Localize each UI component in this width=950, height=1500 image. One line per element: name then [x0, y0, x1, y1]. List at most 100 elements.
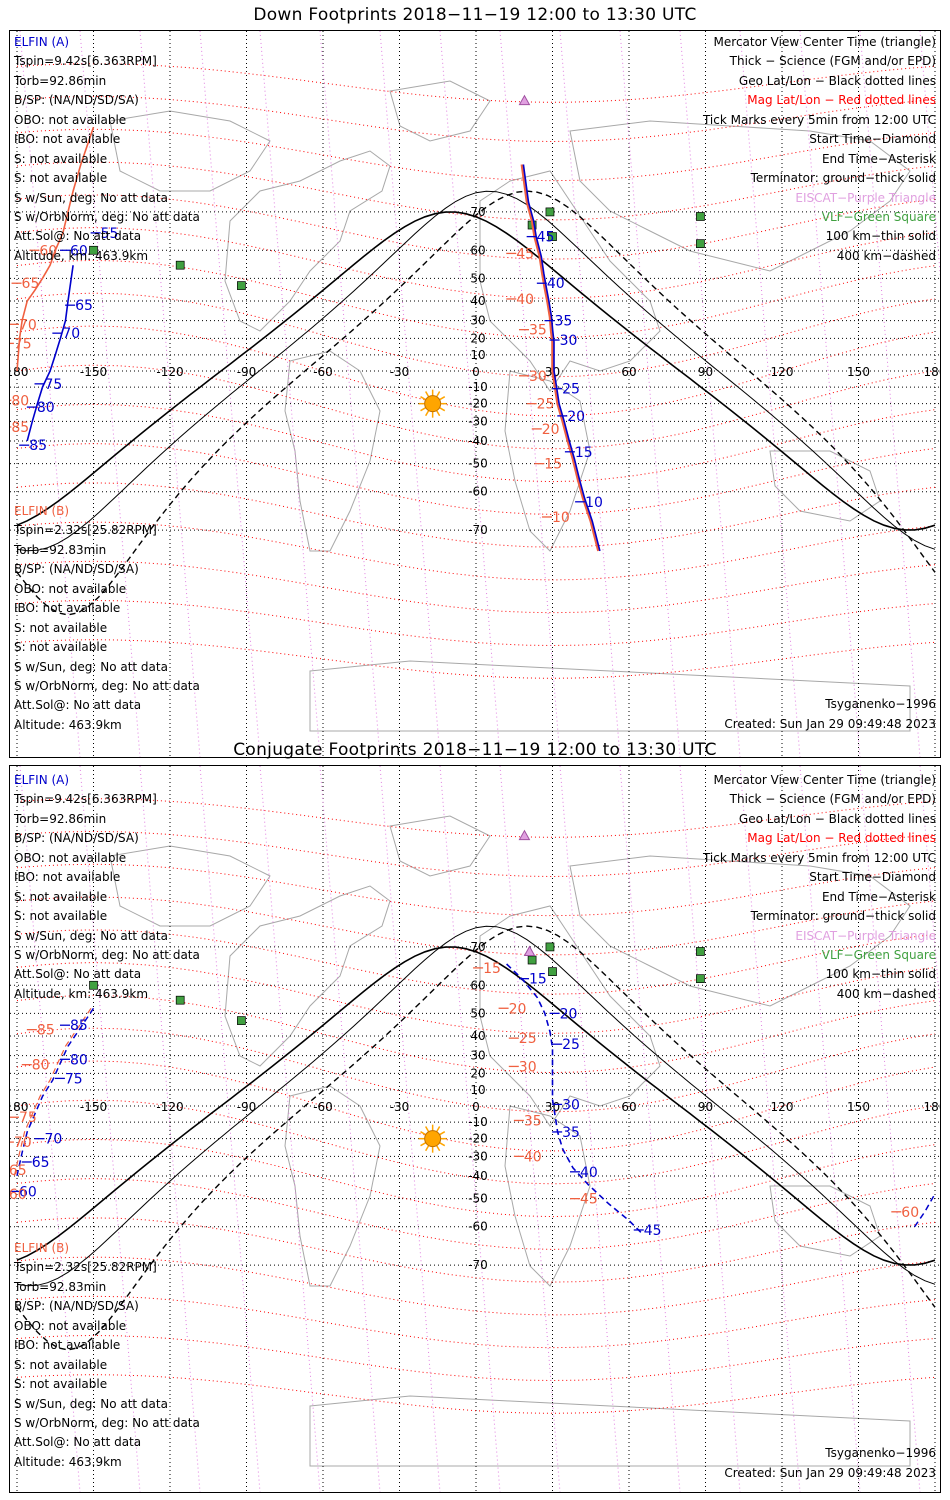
coastline-shape [224, 150, 391, 332]
mag-parallel [16, 1027, 936, 1113]
elfin-a-conj-track-west [16, 1007, 95, 1177]
track-tick-label: 65 [75, 298, 93, 314]
mag-meridian [619, 31, 681, 757]
track-tick-label: 10 [585, 495, 603, 511]
sun-ray [420, 1131, 427, 1136]
lat-tick-label: -50 [468, 1192, 488, 1206]
eiscat-triangle [523, 945, 536, 956]
lat-tick-label: 70 [470, 940, 485, 954]
lon-tick-label: 180 [10, 1100, 28, 1114]
elfin-b-track-east [520, 164, 600, 552]
track-tick-labels: 55 60 65 70 75 80 85 60 65 70 75 80 85 45 40 35 30 25 20 15… [10, 226, 603, 526]
lat-tick-label: 30 [470, 1049, 485, 1063]
legend-entry: Geo Lat/Lon − Black dotted lines [738, 811, 936, 826]
elfin-a-line: S: not available [14, 889, 108, 904]
elfin-a-line: Att.Sol@: No att data [14, 229, 142, 244]
elfin-b-line: B/SP: (NA/ND/SD/SA) [14, 1299, 139, 1314]
lat-tick-label: 20 [470, 331, 485, 345]
elfin-a-line: B/SP: (NA/ND/SD/SA) [14, 93, 139, 108]
mag-meridian [79, 766, 141, 1492]
lon-tick-label: 180 [10, 365, 28, 379]
elfin-b-line: Altitude: 463.9km [14, 717, 122, 732]
elfin-b-line: Tspin=2.32s[25.82RPM] [14, 523, 157, 538]
elfin-b-line: OBO: not available [14, 1318, 127, 1333]
coastline-shape [479, 170, 661, 392]
track-tick-label: 75 [65, 1071, 83, 1087]
legend-entry: Thick − Science (FGM and/or EPD) [729, 792, 936, 807]
legend-entry: VLF−Green Square [821, 947, 936, 962]
down-footprints-title: Down Footprints 2018−11−19 12:00 to 13:3… [253, 5, 697, 25]
lon-tick-label: -120 [156, 1100, 183, 1114]
mag-meridian [259, 766, 321, 1492]
mag-meridian [799, 31, 861, 757]
track-tick-label: 45 [644, 1223, 662, 1239]
mag-meridian [739, 766, 801, 1492]
elfin-b-line: IBO: not available [14, 601, 121, 616]
lat-tick-label: 70 [470, 205, 485, 219]
created-timestamp: Created: Sun Jan 29 09:49:48 2023 [724, 717, 936, 731]
track-tick-label: 85 [37, 1023, 55, 1039]
elfin-a-line: S: not available [14, 151, 108, 166]
vlf-square [237, 281, 246, 290]
mag-meridians [19, 31, 940, 757]
elfin-a-line: S w/OrbNorm, deg: No att data [14, 209, 200, 224]
sun-ray [439, 1142, 446, 1147]
vlf-square [175, 995, 185, 1005]
track-tick-label: 30 [560, 333, 578, 349]
coastline-shape [389, 80, 491, 142]
track-tick-label: 85 [11, 420, 29, 436]
vlf-square [237, 1016, 246, 1025]
sun-ray [439, 407, 446, 412]
track-tick-label: 35 [529, 323, 547, 339]
legend-entry: Start Time−Diamond [809, 870, 936, 885]
track-tick-label: 65 [10, 1163, 27, 1179]
track-tick-label: 60 [19, 1184, 37, 1200]
sun-ray [436, 391, 441, 398]
coastline-shape [309, 1395, 911, 1467]
coastline-shape [769, 450, 881, 522]
lon-tick-label: 0 [472, 365, 480, 379]
lon-tick-label: 60 [621, 1100, 636, 1114]
elfin-b-name: ELFIN (B) [14, 1241, 70, 1255]
coastline-shape [769, 1185, 881, 1257]
lat-tick-label: 40 [470, 294, 485, 308]
elfin-a-line: Torb=92.86min [14, 73, 107, 88]
coastline-shape [479, 905, 661, 1127]
mag-meridian [859, 31, 921, 757]
legend-entry: Tick Marks every 5min from 12:00 UTC [702, 850, 936, 865]
elfin-a-conj-track-east [506, 963, 643, 1234]
lat-tick-label: -50 [468, 457, 488, 471]
track-tick-label: 15 [483, 961, 501, 977]
elfin-b-info: ELFIN (B) Tspin=2.32s[25.82RPM] Torb=92.… [14, 1239, 200, 1472]
lat-tick-label: 30 [470, 314, 485, 328]
track-tick-label: 40 [547, 276, 565, 292]
elfin-b-line: Torb=92.83min [14, 542, 107, 557]
legend-entry: 400 km−dashed [836, 248, 936, 263]
lon-tick-label: -90 [237, 1100, 257, 1114]
elfin-a-name: ELFIN (A) [14, 35, 70, 49]
legend-entry: Mag Lat/Lon − Red dotted lines [747, 831, 936, 846]
elfin-b-track-west [16, 126, 95, 372]
vlf-square [89, 245, 98, 255]
elfin-a-line: Altitude, km: 463.9km [14, 986, 149, 1001]
track-tick-label: 20 [560, 1006, 578, 1022]
mag-meridian [379, 31, 441, 757]
coastline-shape [569, 120, 911, 272]
down-footprints-map: 180 -150 -120 -90 -60 -30 0 30 60 90 120 150 180 70 60… [10, 31, 940, 757]
lon-tick-label: 90 [698, 365, 713, 379]
vlf-square [696, 212, 705, 221]
mag-meridian [319, 31, 381, 757]
elfin-a-info: ELFIN (A) Tspin=9.42s[6.363RPM] Torb=92.… [14, 771, 200, 1004]
lon-tick-label: -30 [390, 365, 410, 379]
model-label: Tsyganenko−1996 [825, 1446, 936, 1460]
lat-tick-label: -10 [468, 1115, 488, 1129]
track-tick-label: 75 [19, 1110, 37, 1126]
legend-entry: EISCAT−Purple Triangle [795, 928, 936, 943]
coastline-shape [284, 1085, 381, 1287]
mag-parallel [16, 1099, 936, 1185]
lon-tick-label: 180 [924, 365, 940, 379]
mag-grid [16, 798, 936, 1414]
legend-entry: EISCAT−Purple Triangle [795, 190, 936, 205]
vlf-square [548, 967, 557, 976]
lon-tick-label: 150 [847, 365, 870, 379]
